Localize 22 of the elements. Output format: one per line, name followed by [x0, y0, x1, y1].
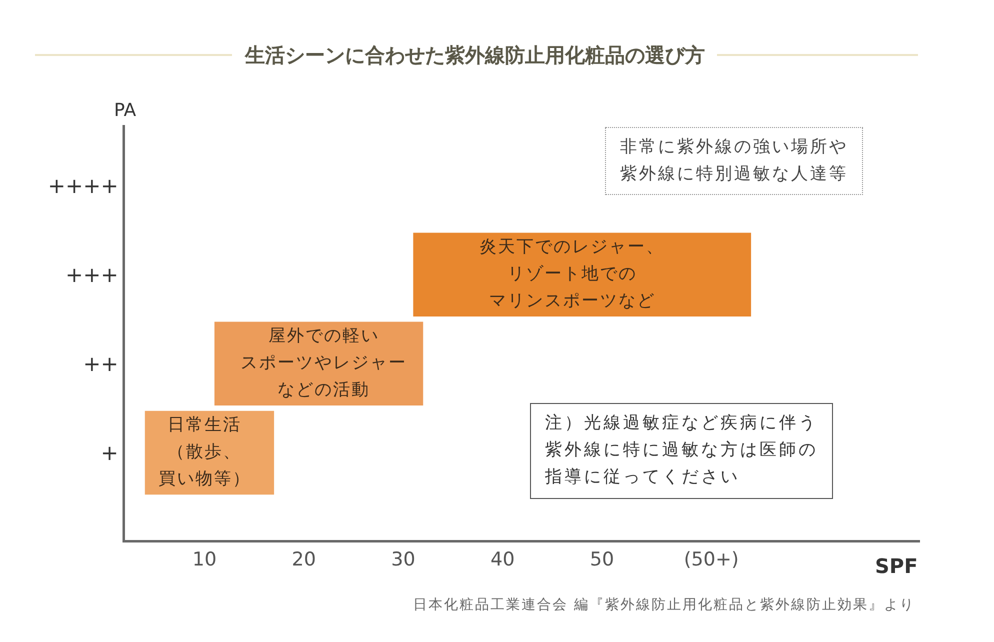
x-tick-label: 20 [292, 548, 316, 570]
x-axis-title: SPF [875, 554, 918, 578]
annotation: 日常生活（散歩、買い物等） [158, 414, 251, 492]
y-tick-label: ++ [83, 352, 118, 376]
bar [144, 410, 274, 495]
x-tick-label: 10 [192, 548, 217, 570]
annotation: 非常に紫外線の強い場所や紫外線に特別過敏な人達等 [605, 127, 863, 196]
y-tick-label: + [100, 441, 118, 466]
annotation: 炎天下でのレジャー、リゾート地でのマリンスポーツなど [480, 236, 665, 314]
x-tick-label: (50+) [684, 548, 739, 570]
y-axis-title: PA [114, 100, 137, 121]
annotation: 屋外での軽いスポーツやレジャーなどの活動 [240, 324, 407, 402]
y-tick-label: +++ [66, 262, 118, 287]
chart-title: 生活シーンに合わせた紫外線防止用化粧品の選び方 [244, 43, 706, 67]
x-tick-label: 30 [391, 548, 416, 570]
x-tick-label: 40 [490, 548, 515, 570]
y-tick-label: ++++ [48, 174, 118, 198]
x-tick-label: 50 [590, 548, 614, 570]
annotation: 注）光線過敏症など疾病に伴う紫外線に特に過敏な方は医師の指導に従ってください [530, 403, 833, 499]
bar [413, 232, 752, 316]
bar [214, 322, 424, 406]
text: 日本化粧品工業連合会 編『紫外線防止用化粧品と紫外線防止効果』より [413, 596, 915, 615]
